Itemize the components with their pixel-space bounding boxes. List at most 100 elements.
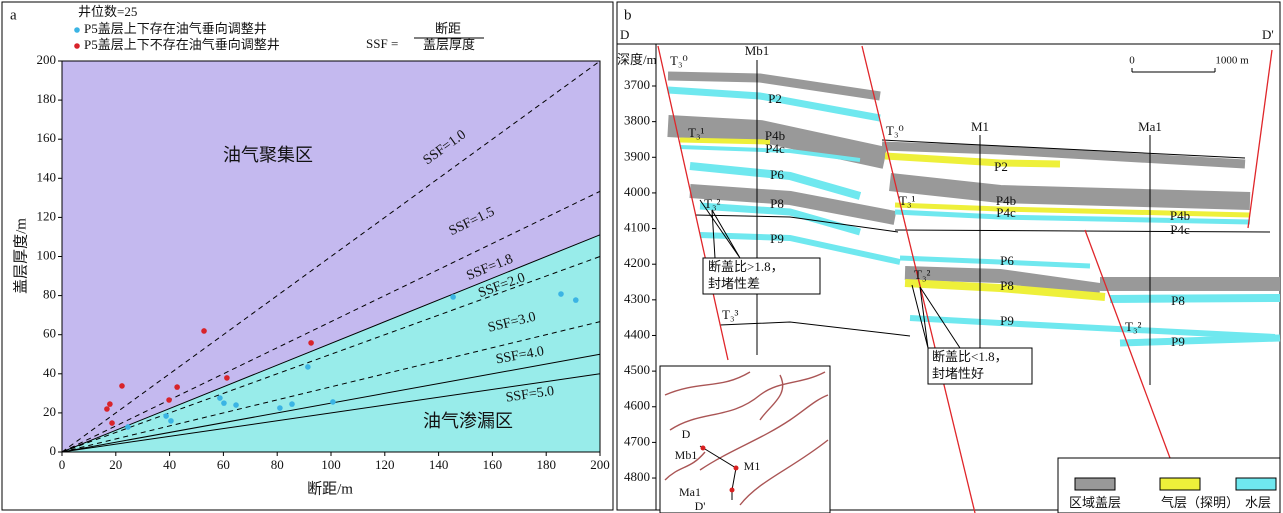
ssf-line [61, 256, 601, 453]
point [166, 397, 172, 403]
point [109, 420, 115, 426]
layer-label: P4b [996, 193, 1016, 208]
layer-label: P9 [1171, 334, 1185, 349]
formula: SSF = [366, 36, 398, 51]
y-tick-label: 80 [43, 287, 56, 302]
ssf-line [61, 234, 601, 453]
legend-label: 区域盖层 [1069, 495, 1121, 510]
point [450, 294, 456, 300]
point [305, 364, 311, 370]
horizon-label: T₃² [704, 196, 720, 211]
section-end: D' [1262, 27, 1274, 42]
layer-label: P9 [1000, 313, 1014, 328]
layer-label: P4c [765, 141, 785, 156]
point [308, 340, 314, 346]
point [174, 384, 180, 390]
ssf-line [61, 321, 601, 453]
x-tick-label: 60 [217, 457, 230, 472]
y-tick-label: 120 [37, 208, 57, 223]
zone-label: 油气聚集区 [223, 145, 313, 165]
depth-tick-label: 3700 [624, 77, 650, 92]
x-tick-label: 0 [59, 457, 66, 472]
y-tick-label: 20 [43, 404, 56, 419]
scale-label: 0 [1129, 55, 1135, 67]
point [119, 383, 125, 389]
ssf-line [61, 190, 601, 453]
x-axis-label: 断距/m [307, 480, 353, 497]
point [289, 401, 295, 407]
depth-label: 深度/m [617, 52, 657, 67]
depth-tick-label: 3900 [624, 148, 650, 163]
y-axis-label: 盖层厚度/m [12, 218, 29, 294]
inset-line [699, 445, 737, 500]
inset-label: D' [695, 499, 706, 513]
horizon-label: T₃⁰ [670, 53, 688, 68]
inset-label: D [682, 427, 691, 441]
x-tick-label: 80 [271, 457, 284, 472]
depth-tick-label: 4600 [624, 398, 650, 413]
legend-label: P5盖层上下存在油气垂向调整井 [84, 21, 267, 36]
faults [657, 45, 1273, 513]
inset-label: Mb1 [675, 448, 698, 462]
inset-label: Ma1 [679, 485, 701, 499]
point [572, 297, 579, 303]
legend-swatch [1074, 477, 1116, 491]
callout-text: 封堵性差 [708, 276, 760, 291]
y-tick-label: 140 [37, 169, 57, 184]
horizon-label: T₃⁰ [886, 123, 904, 138]
horizon-label: T₃¹ [688, 125, 704, 140]
strata [667, 71, 1281, 347]
y-tick-label: 180 [37, 91, 57, 106]
point [277, 405, 283, 411]
x-tick-label: 140 [429, 457, 449, 472]
point [221, 400, 227, 406]
horizon-label: T₃¹ [899, 193, 915, 208]
depth-tick-label: 4400 [624, 326, 650, 341]
layer-label: P9 [770, 231, 784, 246]
well-label: Ma1 [1138, 119, 1162, 134]
panel-b-frame [616, 1, 1281, 511]
x-tick-label: 100 [321, 457, 341, 472]
ssf-line [61, 60, 601, 453]
ssf-label: SSF=5.0 [505, 384, 555, 406]
layer-label: P4c [996, 205, 1016, 220]
wells [756, 60, 1151, 385]
point [201, 328, 207, 334]
depth-tick-label: 4500 [624, 362, 650, 377]
inset-map [659, 365, 831, 513]
callout-text: 断盖比<1.8， [932, 349, 1008, 364]
horizon-label: T₃² [1125, 319, 1141, 334]
depth-tick-label: 4100 [624, 220, 650, 235]
x-tick-label: 40 [163, 457, 176, 472]
legend-swatch [1235, 477, 1277, 491]
zone-label: 油气渗漏区 [423, 411, 513, 431]
x-tick-label: 160 [483, 457, 503, 472]
section-end: D [620, 27, 629, 42]
point [224, 375, 230, 381]
point [558, 291, 564, 297]
cross-section: bD D'深度/m37003800390040004100420043004400… [617, 7, 1281, 513]
y-tick-label: 200 [37, 52, 57, 67]
formula: 断距 [435, 21, 461, 36]
x-tick-label: 180 [536, 457, 556, 472]
depth-tick-label: 4700 [624, 433, 650, 448]
point [107, 401, 113, 407]
x-tick-label: 120 [375, 457, 395, 472]
inset-label: M1 [744, 459, 761, 473]
legend-label: 气层（探明） [1161, 495, 1239, 510]
depth-tick-label: 4000 [624, 184, 650, 199]
x-tick-label: 20 [109, 457, 122, 472]
legend-marker [74, 27, 80, 33]
y-tick-label: 100 [37, 247, 57, 262]
y-tick-label: 160 [37, 130, 57, 145]
depth-tick-label: 3800 [624, 113, 650, 128]
ssf-line [61, 373, 601, 453]
well-label: M1 [971, 119, 989, 134]
layer-label: P4c [1170, 222, 1190, 237]
depth-tick-label: 4200 [624, 255, 650, 270]
x-tick-label: 200 [590, 457, 610, 472]
inset-wells [700, 445, 739, 493]
y-tick-label: 60 [43, 326, 56, 341]
panel-label: b [624, 7, 632, 23]
